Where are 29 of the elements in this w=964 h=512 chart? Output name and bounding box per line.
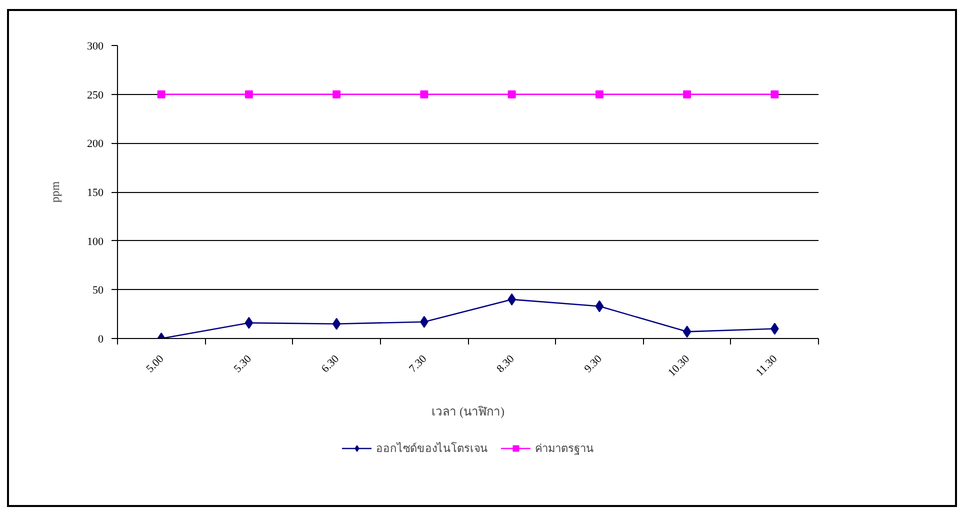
- x-tick-label: 7.30: [407, 352, 430, 376]
- y-tick-label: 100: [87, 236, 104, 248]
- y-tick-label: 50: [92, 284, 104, 297]
- point: [157, 90, 166, 98]
- point: [244, 90, 253, 98]
- x-tick-label: 8.30: [494, 352, 518, 376]
- y-tick-label: 0: [98, 334, 104, 346]
- point: [595, 300, 604, 312]
- point: [682, 326, 692, 338]
- point: [683, 90, 692, 98]
- point: [508, 90, 516, 98]
- point: [244, 316, 254, 329]
- x-tick-label: 5.30: [232, 352, 254, 376]
- point: [332, 90, 341, 98]
- x-axis-title: เวลา (นาฬิกา): [432, 404, 505, 419]
- point: [420, 90, 428, 98]
- legend-label: ออกไซด์ของไนโตรเจน: [376, 441, 488, 457]
- y-tick-label: 200: [87, 138, 104, 150]
- x-tick-label: 9.30: [582, 352, 605, 376]
- y-axis-title: ppm: [48, 180, 62, 203]
- point: [595, 90, 604, 98]
- point: [770, 90, 779, 98]
- legend-label: ค่ามาตรฐาน: [535, 442, 594, 457]
- y-tick-label: 150: [87, 187, 104, 199]
- x-tick-label: 6.30: [319, 352, 342, 376]
- x-tick-label: 5.00: [144, 352, 167, 376]
- y-tick-label: 250: [87, 89, 104, 102]
- y-tick-label: 300: [87, 40, 104, 52]
- point: [332, 318, 341, 330]
